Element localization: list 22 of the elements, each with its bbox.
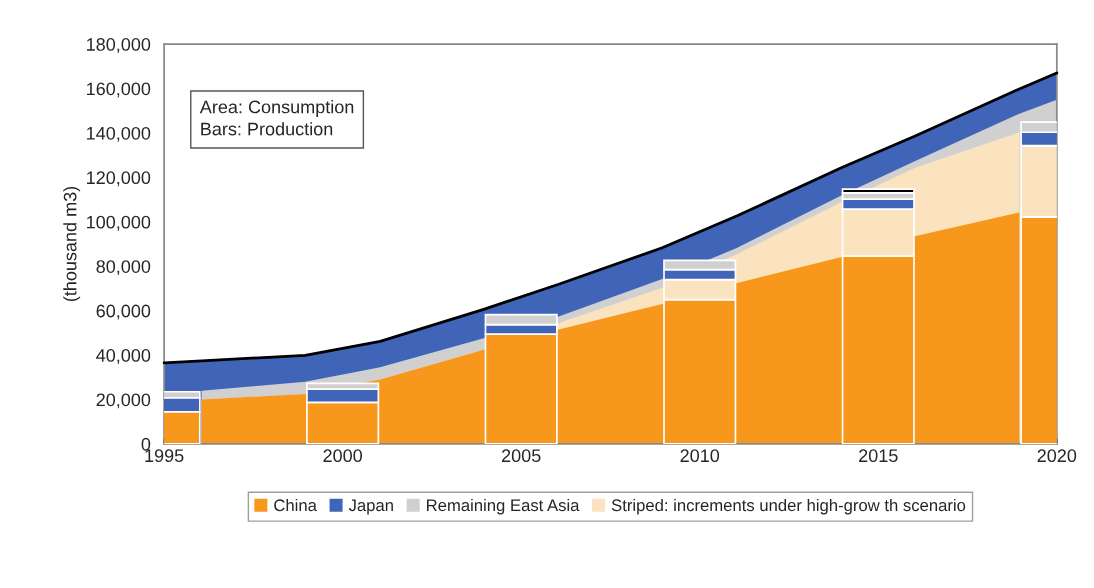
x-tick-label: 2020: [1037, 449, 1077, 463]
y-tick-label: 0: [141, 437, 151, 451]
legend-label: Striped: increments under high-grow th scenario: [611, 498, 966, 515]
legend-label: Japan: [348, 499, 393, 515]
y-tick-label: 100,000: [87, 215, 151, 231]
x-tick-label: 2005: [502, 449, 541, 463]
y-tick-label: 60,000: [96, 304, 151, 320]
y-tick-label: 160,000: [87, 82, 151, 98]
y-tick-label: 40,000: [96, 349, 151, 364]
legend-label: Remaining East Asia: [427, 498, 580, 515]
legend-label: China: [274, 498, 317, 512]
y-tick-label: 20,000: [96, 393, 151, 409]
x-tick-label: 2000: [323, 449, 363, 463]
y-tick-label: 140,000: [87, 126, 151, 142]
y-tick-label: 120,000: [87, 171, 151, 187]
x-tick-label: 2010: [680, 449, 720, 463]
x-tick-label: 1995: [145, 449, 184, 463]
x-tick-label: 2015: [859, 449, 898, 463]
y-tick-label: 80,000: [96, 260, 151, 276]
y-axis-title: (thousand m3): [63, 186, 81, 302]
annotation: Area: Consumption Bars: Production: [199, 100, 354, 136]
y-tick-label: 180,000: [87, 38, 151, 53]
